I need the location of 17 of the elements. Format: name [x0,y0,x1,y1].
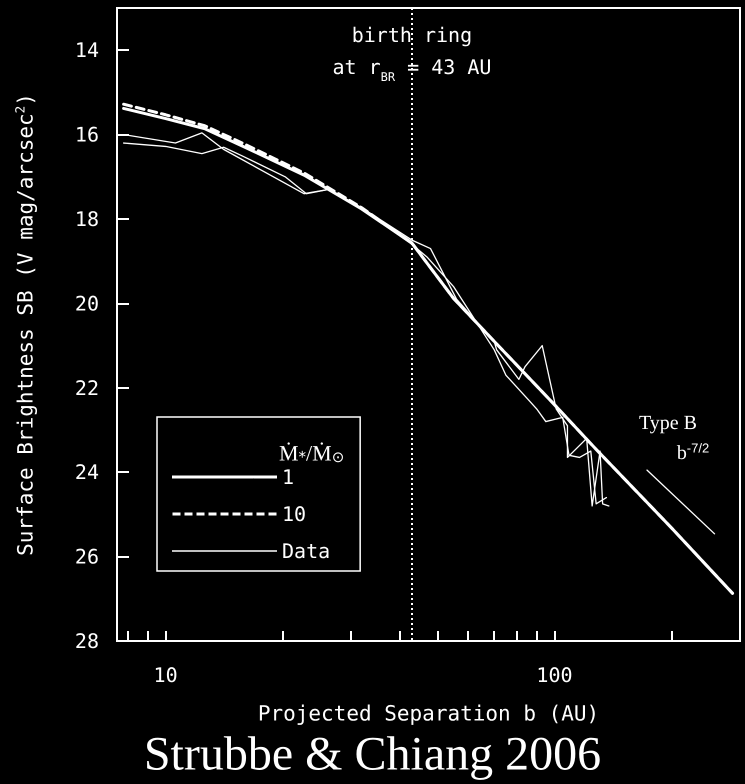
y-tick-label: 26 [74,544,99,569]
y-tick-label: 24 [74,460,99,484]
y-tick-label: 14 [74,38,99,62]
legend-label: 1 [282,465,294,489]
y-tick-label: 20 [74,291,99,316]
y-tick-label: 28 [74,629,99,653]
y-tick-label: 18 [74,207,99,231]
annotation: Type B [638,412,698,434]
x-axis-title: Projected Separation b (AU) [258,702,600,726]
legend-title: Ṁ*/Ṁ⊙ [279,440,344,466]
y-tick-label: 22 [74,376,99,400]
y-tick-label: 16 [74,122,99,147]
text: Strubbe & Chiang 2006 [144,728,602,780]
y-axis-title: Surface Brightness SB (V mag/arcsec2) [12,93,38,556]
x-tick-label: 100 [536,663,573,687]
legend-label: 10 [282,502,306,526]
legend-label: Data [282,539,330,563]
